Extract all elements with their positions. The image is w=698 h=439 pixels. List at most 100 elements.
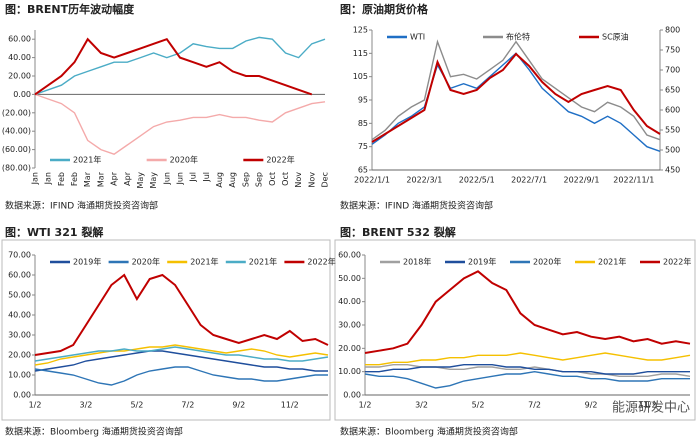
x-tick-label: 2022/1/1 [354,176,390,185]
legend-label: SC原油 [602,32,629,42]
y-tick-label: 60.00 [8,35,31,44]
series-line [34,93,326,155]
x-tick-label: Jul [189,172,198,183]
y-tick-label: 700 [665,66,680,75]
x-tick-label: 2022/9/1 [563,176,599,185]
legend-label: 2022年 [663,257,691,267]
y-tick-label: 600 [665,106,680,115]
x-tick-label: 7/2 [528,401,541,410]
x-tick-label: 5/2 [472,401,485,410]
x-tick-label: Jun [162,172,171,186]
legend-label: 2021年 [190,257,218,267]
x-tick-label: Apr [110,171,119,186]
series-line [34,346,329,362]
series-line [34,366,328,386]
y-tick-label: 30.00 [8,331,31,340]
series-line [34,350,328,372]
legend-label: 2022年 [307,257,335,267]
series-line [364,270,691,354]
y-tick-label: (80.00) [2,164,31,173]
chart-title: 图：WTI 321 裂解 [5,225,103,239]
y-tick-label: 115 [353,49,368,58]
x-tick-label: Feb [57,172,66,186]
y-tick-label: 750 [665,46,680,55]
x-tick-label: 9/2 [232,401,245,410]
legend-label: 2020年 [533,257,561,267]
series-line [34,344,329,366]
chart-title: 图：BRENT 532 裂解 [340,225,456,239]
y-tick-label: 40.00 [8,311,31,320]
x-tick-label: 2022/3/1 [406,176,442,185]
y-tick-label: 800 [665,26,680,35]
y-tick-label: 75 [358,142,368,151]
legend-label: 2020年 [132,257,160,267]
x-tick-label: 11/2 [639,401,657,410]
x-tick-label: Dec [321,172,330,187]
y-tick-label: 125 [353,26,368,35]
x-tick-label: Aug [228,172,237,188]
watermark: 能源研发中心 [612,400,690,416]
x-tick-label: Oct [268,172,277,186]
x-tick-label: Mar [83,171,92,187]
x-tick-label: Nov [294,172,303,188]
y-tick-label: 20.00 [8,72,31,81]
legend-label: 2021年 [598,257,626,267]
panel-frame [334,239,696,421]
x-tick-label: 2022/5/1 [459,176,495,185]
series-line [34,273,329,356]
legend-label: 2020年 [170,155,198,165]
y-tick-label: 650 [665,86,680,95]
y-tick-label: (60.00) [2,145,31,154]
series-line [365,364,690,375]
y-tick-label: 60.00 [8,271,31,280]
y-tick-label: 40.00 [338,297,361,306]
series-line [371,52,661,143]
chart-title: 图：原油期货价格 [340,2,429,16]
y-tick-label: 50.00 [8,291,31,300]
x-tick-label: Jun [176,172,185,186]
x-tick-label: Jan [44,172,53,185]
y-tick-label: 40.00 [8,53,31,62]
series-line [365,352,691,366]
legend-label: WTI [410,33,425,42]
y-tick-label: 85 [358,119,368,128]
y-tick-label: 10.00 [8,371,31,380]
x-tick-label: Aug [215,172,224,188]
y-tick-label: 50.00 [338,274,361,283]
legend-label: 2018年 [403,257,431,267]
panel-frame [1,239,331,421]
legend-label: 2021年 [73,155,101,165]
y-tick-label: 500 [665,146,680,155]
x-tick-label: 2022/7/1 [511,176,547,185]
y-tick-label: 30.00 [338,321,361,330]
y-tick-label: 70.00 [8,251,31,260]
y-tick-label: 95 [358,96,368,105]
y-tick-label: 0.00 [13,391,31,400]
x-tick-label: 2022/11/1 [613,176,654,185]
y-tick-label: 0.00 [343,391,361,400]
y-tick-label: 65 [358,166,368,175]
series-line [34,37,313,96]
x-tick-label: Apr [123,171,132,186]
x-tick-label: Mar [96,171,105,187]
x-tick-label: 11/2 [281,401,299,410]
x-tick-label: Oct [281,172,290,186]
y-tick-label: (40.00) [2,127,31,136]
y-tick-label: 450 [665,166,680,175]
legend-label: 2022年 [266,155,294,165]
series-line [34,36,326,96]
chart-title: 图：BRENT历年波动幅度 [5,2,135,16]
x-tick-label: Jan [31,172,40,185]
x-tick-label: Feb [70,172,79,186]
source-note: 数据来源：IFIND 海通期货投资咨询部 [5,200,158,212]
x-tick-label: 5/2 [130,401,143,410]
legend-label: 2019年 [73,257,101,267]
series-line [364,370,690,389]
x-tick-label: 7/2 [181,401,194,410]
source-note: 数据来源：Bloomberg 海通期货投资咨询部 [5,426,183,438]
y-tick-label: 20.00 [8,351,31,360]
series-line [365,364,691,377]
y-tick-label: 550 [665,126,680,135]
series-line [371,39,661,141]
